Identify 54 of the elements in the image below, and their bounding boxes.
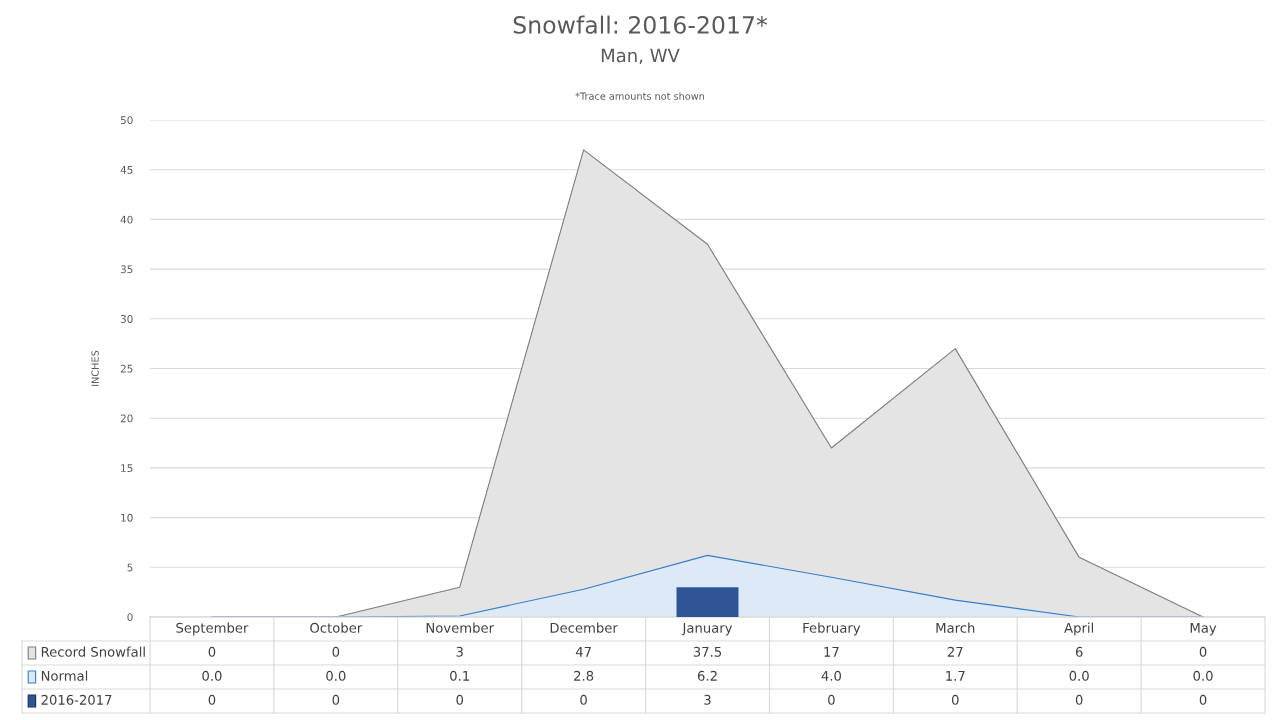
legend-label: Record Snowfall xyxy=(41,646,145,657)
data-label: 0 xyxy=(332,646,340,657)
data-label: 0 xyxy=(951,694,959,705)
x-tick-label: December xyxy=(550,622,618,633)
data-label: 0.0 xyxy=(202,670,222,681)
x-tick-label: November xyxy=(426,622,495,633)
data-label: 0.0 xyxy=(1069,670,1089,681)
text: *Trace amounts not shown xyxy=(575,92,705,100)
y-tick-label: 15 xyxy=(121,464,133,473)
data-label: 47 xyxy=(575,647,591,657)
data-label: 37.5 xyxy=(693,646,722,657)
y-axis-title: INCHES xyxy=(91,350,99,386)
data-label: 3 xyxy=(456,646,463,657)
data-label: 0 xyxy=(208,646,216,657)
data-label: 2.8 xyxy=(574,670,594,681)
chart-subtitle: Man, WV xyxy=(601,48,680,65)
data-label: 0.0 xyxy=(326,670,346,681)
x-tick-label: February xyxy=(803,622,861,636)
data-label: 0.1 xyxy=(450,670,469,681)
x-tick-label: September xyxy=(176,622,249,636)
y-tick-label: 45 xyxy=(120,166,133,174)
y-tick-label: 0 xyxy=(127,613,133,622)
y-tick-label: 5 xyxy=(127,563,133,572)
data-label: 4.0 xyxy=(821,670,841,681)
data-label: 6 xyxy=(1075,646,1083,657)
y-tick-label: 40 xyxy=(120,215,133,224)
data-label: 17 xyxy=(824,647,839,657)
y-tick-label: 20 xyxy=(120,414,133,423)
chart-title: Snowfall: 2016-2017* xyxy=(513,15,768,34)
y-tick-label: 10 xyxy=(121,513,133,522)
legend-label: 2016-2017 xyxy=(41,694,112,705)
data-label: 1.7 xyxy=(946,671,965,681)
data-label: 3 xyxy=(704,694,711,705)
x-tick-label: March xyxy=(936,622,975,633)
data-label: 0 xyxy=(332,694,340,705)
data-label: 6.2 xyxy=(697,670,717,681)
data-label: 0 xyxy=(580,694,587,705)
x-tick-label: April xyxy=(1064,622,1094,636)
data-label: 27 xyxy=(947,646,963,657)
data-label: 0.0 xyxy=(1193,670,1213,681)
legend-label: Normal xyxy=(41,670,88,681)
data-label: 0 xyxy=(208,694,216,705)
data-label: 0 xyxy=(1199,694,1207,705)
y-tick-label: 35 xyxy=(120,265,133,274)
x-tick-label: May xyxy=(1190,623,1217,636)
y-tick-label: 50 xyxy=(120,116,133,125)
y-tick-label: 25 xyxy=(120,364,133,373)
data-label: 0 xyxy=(456,694,464,705)
x-tick-label: January xyxy=(681,623,733,636)
data-label: 0 xyxy=(1075,694,1083,705)
x-tick-label: October xyxy=(310,622,363,633)
data-label: 0 xyxy=(828,694,835,705)
data-label: 0 xyxy=(1199,646,1207,657)
y-tick-label: 30 xyxy=(120,315,133,323)
